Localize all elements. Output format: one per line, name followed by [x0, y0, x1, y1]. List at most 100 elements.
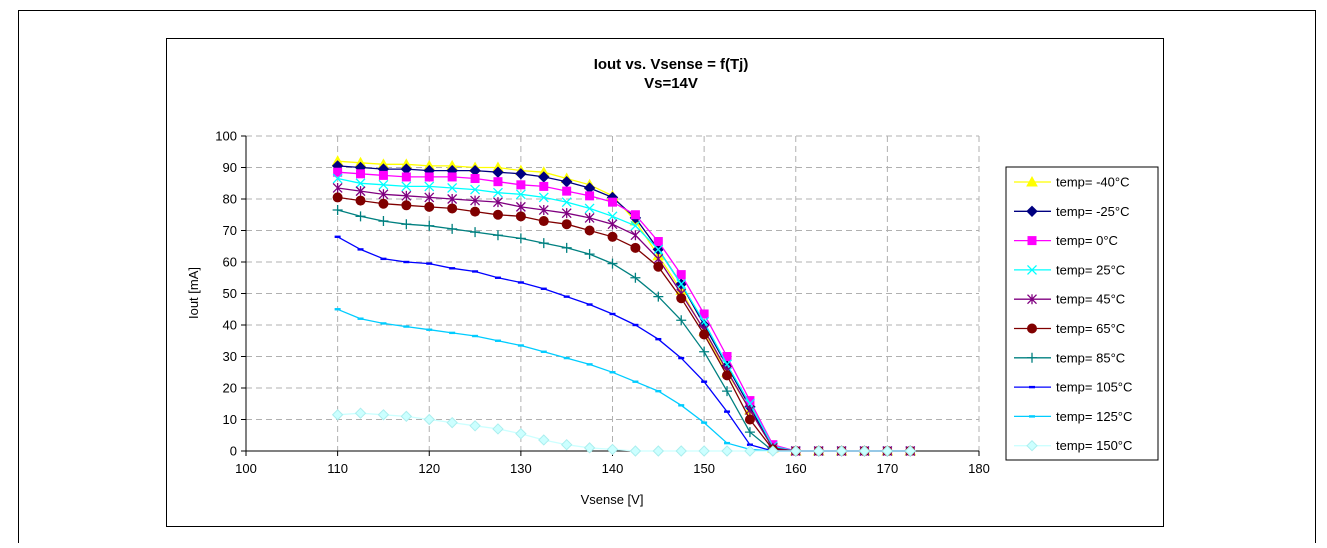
- legend-marker: [1029, 385, 1035, 389]
- data-point: [449, 267, 456, 270]
- data-point: [516, 180, 526, 190]
- legend-entry: temp= 65°C: [1014, 321, 1125, 336]
- data-point: [583, 442, 596, 454]
- data-point: [653, 237, 663, 247]
- data-point: [446, 416, 458, 429]
- data-point: [493, 187, 503, 198]
- data-point: [492, 423, 504, 435]
- series-line: [337, 171, 911, 452]
- x-tick-label: 160: [785, 461, 807, 476]
- data-point: [401, 190, 412, 201]
- data-point: [333, 167, 343, 177]
- legend-entry: temp= -25°C: [1014, 204, 1129, 219]
- legend-entry: temp= 125°C: [1014, 409, 1132, 424]
- data-point: [447, 223, 458, 234]
- data-point: [585, 191, 595, 201]
- data-point: [493, 197, 503, 208]
- data-point: [721, 445, 733, 457]
- data-point: [354, 407, 367, 419]
- data-point: [447, 183, 458, 193]
- data-point: [835, 445, 848, 457]
- data-point: [699, 329, 710, 340]
- x-tick-label: 180: [968, 461, 990, 476]
- y-tick-label: 0: [230, 444, 237, 459]
- series-0: [331, 155, 917, 456]
- data-point: [561, 219, 572, 230]
- x-tick-label: 140: [602, 461, 624, 476]
- data-point: [378, 179, 389, 190]
- data-point: [380, 322, 387, 325]
- data-point: [724, 441, 731, 445]
- legend-entry: temp= 0°C: [1014, 233, 1118, 248]
- data-point: [584, 249, 595, 260]
- y-tick-label: 50: [223, 286, 237, 301]
- y-tick-label: 60: [223, 255, 237, 270]
- data-point: [675, 445, 687, 457]
- data-point: [401, 181, 412, 192]
- data-point: [790, 445, 802, 457]
- data-point: [378, 189, 389, 200]
- data-point: [744, 414, 755, 425]
- data-point: [539, 181, 549, 191]
- data-point: [403, 260, 410, 264]
- legend-label: temp= -40°C: [1056, 175, 1129, 190]
- y-tick-label: 20: [223, 381, 237, 396]
- data-point: [606, 443, 619, 456]
- data-point: [424, 201, 435, 212]
- data-point: [746, 443, 753, 446]
- data-point: [699, 309, 709, 319]
- data-point: [701, 421, 708, 424]
- data-point: [630, 230, 641, 241]
- legend-label: temp= 25°C: [1056, 262, 1125, 277]
- data-point: [426, 328, 433, 331]
- x-tick-label: 120: [418, 461, 440, 476]
- data-point: [655, 337, 662, 341]
- data-point: [403, 325, 410, 328]
- y-tick-label: 80: [223, 192, 237, 207]
- data-point: [515, 201, 526, 212]
- data-point: [515, 211, 526, 222]
- x-tick-label: 170: [877, 461, 899, 476]
- data-point: [538, 434, 550, 446]
- data-point: [469, 420, 481, 432]
- data-point: [540, 287, 547, 290]
- data-point: [653, 291, 664, 302]
- data-point: [332, 182, 343, 193]
- data-point: [449, 331, 456, 335]
- data-point: [584, 203, 595, 214]
- data-point: [538, 238, 549, 249]
- series-line: [337, 308, 911, 452]
- legend-marker: [1027, 236, 1037, 246]
- data-point: [447, 172, 457, 182]
- data-point: [493, 177, 503, 187]
- data-point: [630, 272, 641, 283]
- data-point: [355, 195, 366, 206]
- y-tick-label: 90: [223, 160, 237, 175]
- legend-entry: temp= -40°C: [1014, 175, 1129, 190]
- data-point: [560, 438, 573, 451]
- data-point: [538, 205, 549, 216]
- data-point: [378, 198, 389, 209]
- legend-marker: [1027, 352, 1037, 363]
- series-5: [332, 192, 916, 456]
- data-point: [424, 181, 435, 192]
- legend-marker: [1029, 415, 1035, 418]
- data-point: [561, 197, 572, 208]
- x-axis-label: Vsense [V]: [581, 492, 644, 507]
- y-axis-label: Iout [mA]: [186, 267, 201, 319]
- data-point: [447, 203, 458, 214]
- data-point: [332, 205, 343, 216]
- data-point: [630, 242, 641, 253]
- data-point: [744, 427, 755, 438]
- data-point: [357, 248, 364, 251]
- data-point: [722, 386, 733, 397]
- legend-marker: [1026, 205, 1038, 218]
- legend-label: temp= -25°C: [1056, 204, 1129, 219]
- data-point: [904, 445, 916, 457]
- legend: temp= -40°C temp= -25°C temp= 0°C temp= 25°…: [1005, 166, 1159, 461]
- data-point: [470, 206, 481, 217]
- data-point: [472, 334, 479, 338]
- data-point: [699, 346, 710, 357]
- data-point: [561, 208, 572, 219]
- data-point: [377, 409, 390, 421]
